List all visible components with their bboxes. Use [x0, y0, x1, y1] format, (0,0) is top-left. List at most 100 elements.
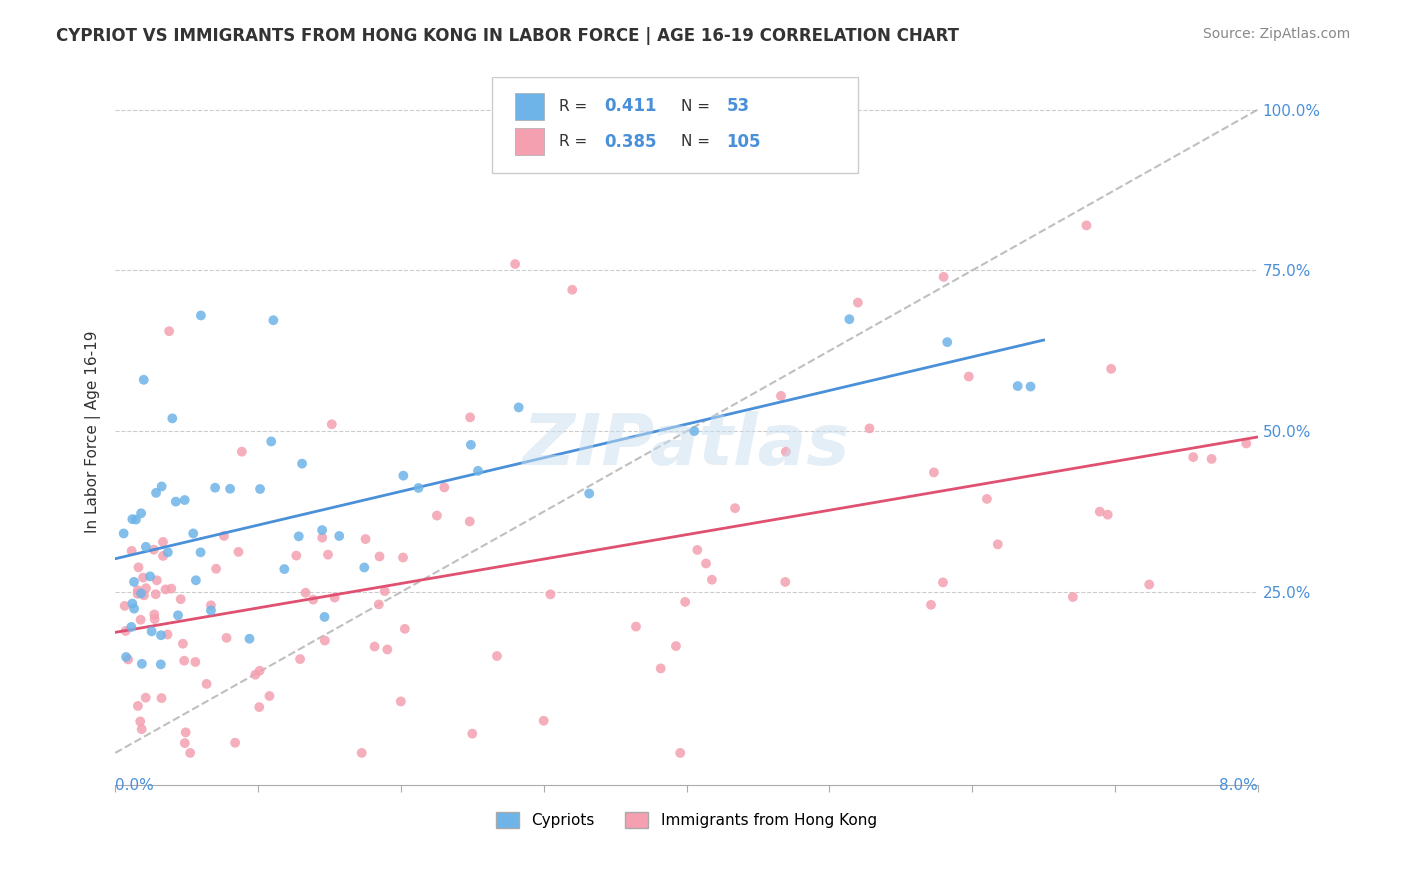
Point — [1019, 379, 1042, 393]
Point — [321, 417, 343, 432]
Point — [1097, 508, 1119, 522]
Point — [139, 569, 162, 583]
Point — [173, 654, 195, 668]
Point — [200, 603, 222, 617]
Point — [205, 562, 228, 576]
Point — [408, 481, 430, 495]
Point — [135, 540, 157, 554]
Point — [316, 548, 339, 562]
Point — [142, 542, 165, 557]
Point — [173, 736, 195, 750]
Point — [143, 612, 166, 626]
Point — [260, 434, 283, 449]
Point — [156, 545, 179, 559]
Point — [129, 586, 152, 600]
Point — [143, 607, 166, 622]
Point — [160, 582, 183, 596]
Point — [426, 508, 449, 523]
FancyBboxPatch shape — [515, 128, 544, 155]
Point — [775, 574, 797, 589]
Point — [131, 657, 153, 671]
Point — [367, 598, 389, 612]
Point — [170, 592, 193, 607]
Point — [155, 582, 177, 597]
Point — [179, 746, 201, 760]
Point — [173, 493, 195, 508]
Point — [503, 257, 526, 271]
Point — [117, 652, 139, 666]
Text: 105: 105 — [727, 133, 761, 151]
Point — [181, 526, 204, 541]
Text: 0.0%: 0.0% — [115, 778, 153, 793]
Point — [1088, 505, 1111, 519]
Point — [184, 655, 207, 669]
Point — [540, 587, 562, 601]
Point — [262, 313, 284, 327]
Point — [987, 537, 1010, 551]
Point — [650, 661, 672, 675]
Point — [314, 610, 336, 624]
Point — [932, 269, 955, 284]
Point — [245, 667, 267, 681]
Point — [932, 575, 955, 590]
Point — [122, 574, 145, 589]
Point — [127, 583, 149, 598]
Point — [1076, 219, 1098, 233]
Point — [350, 746, 373, 760]
Point — [287, 529, 309, 543]
Point — [132, 588, 155, 602]
Point — [172, 637, 194, 651]
Point — [1182, 450, 1205, 464]
Point — [247, 700, 270, 714]
Point — [673, 595, 696, 609]
Point — [1007, 379, 1029, 393]
Point — [922, 466, 945, 480]
Point — [145, 486, 167, 500]
Point — [665, 639, 688, 653]
Point — [394, 622, 416, 636]
Point — [311, 523, 333, 537]
Point — [131, 722, 153, 736]
Point — [323, 591, 346, 605]
Point — [392, 550, 415, 565]
Text: 8.0%: 8.0% — [1219, 778, 1258, 793]
Point — [976, 491, 998, 506]
Text: N =: N = — [681, 99, 710, 114]
Point — [1062, 590, 1084, 604]
Y-axis label: In Labor Force | Age 16-19: In Labor Force | Age 16-19 — [86, 330, 101, 533]
Point — [120, 620, 142, 634]
Point — [695, 557, 717, 571]
Point — [145, 574, 167, 588]
Point — [190, 309, 212, 323]
Point — [936, 335, 959, 350]
Point — [190, 545, 212, 559]
Point — [259, 689, 281, 703]
Point — [149, 657, 172, 672]
Point — [125, 512, 148, 526]
Point — [249, 664, 271, 678]
Point — [195, 677, 218, 691]
Point — [167, 608, 190, 623]
Point — [311, 531, 333, 545]
Point — [561, 283, 583, 297]
Point — [184, 574, 207, 588]
Point — [285, 549, 308, 563]
Point — [392, 468, 415, 483]
Point — [152, 535, 174, 549]
Point — [533, 714, 555, 728]
Point — [121, 512, 143, 526]
Point — [1234, 436, 1257, 450]
Text: R =: R = — [558, 99, 586, 114]
Point — [374, 584, 396, 599]
Point — [224, 736, 246, 750]
Point — [127, 698, 149, 713]
Point — [127, 587, 149, 601]
Point — [174, 725, 197, 739]
Point — [249, 482, 271, 496]
Point — [115, 650, 138, 665]
Point — [433, 480, 456, 494]
Point — [149, 628, 172, 642]
Point — [363, 640, 385, 654]
Point — [460, 438, 482, 452]
FancyBboxPatch shape — [515, 93, 544, 120]
